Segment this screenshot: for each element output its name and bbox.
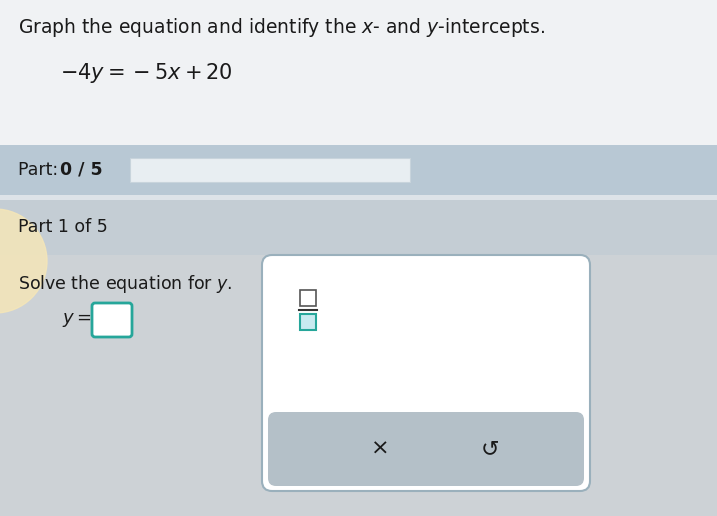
Bar: [0, 200, 717, 255]
FancyBboxPatch shape: [262, 255, 590, 491]
Bar: [0, 255, 717, 516]
Bar: [0, 145, 717, 195]
Bar: [0, 195, 717, 200]
Text: ×: ×: [371, 439, 389, 459]
Bar: [0, 0, 717, 160]
FancyBboxPatch shape: [300, 290, 316, 306]
Bar: [130, 158, 410, 182]
Text: Part:: Part:: [18, 161, 64, 179]
Text: Solve the equation for $y$.: Solve the equation for $y$.: [18, 273, 232, 295]
FancyBboxPatch shape: [300, 314, 316, 330]
Text: Graph the equation and identify the $x$- and $y$-intercepts.: Graph the equation and identify the $x$-…: [18, 16, 545, 39]
Text: $y=$: $y=$: [62, 311, 92, 329]
FancyBboxPatch shape: [268, 412, 584, 486]
Text: Part 1 of 5: Part 1 of 5: [18, 218, 108, 236]
FancyBboxPatch shape: [92, 303, 132, 337]
Text: 0 / 5: 0 / 5: [60, 161, 103, 179]
Text: ↺: ↺: [480, 439, 499, 459]
Circle shape: [0, 209, 47, 313]
Text: $-4y=-5x+20$: $-4y=-5x+20$: [60, 61, 233, 85]
